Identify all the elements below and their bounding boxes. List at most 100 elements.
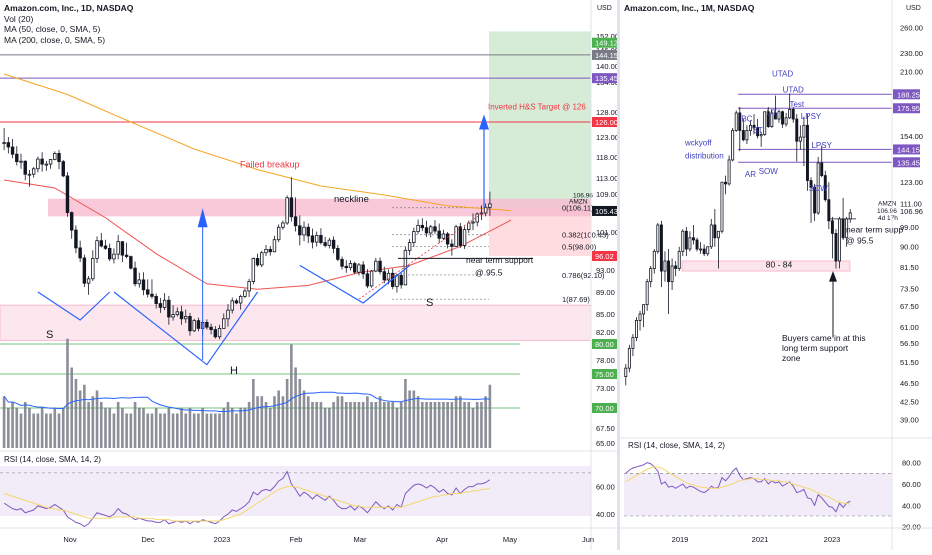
candle-body bbox=[234, 300, 239, 304]
monthly-candle-body bbox=[656, 224, 660, 252]
monthly-chart-pane[interactable]: 80 - 84 Buyers came in at this long term s… bbox=[620, 0, 932, 550]
daily-chart-pane[interactable]: 0(106.11) 0.382(100.43) 0.5(98.00) 0.786(92… bbox=[0, 0, 619, 550]
monthly-candle-body bbox=[699, 248, 703, 251]
monthly-candle-body bbox=[638, 313, 642, 321]
candle-body bbox=[137, 279, 141, 285]
candle-body bbox=[48, 159, 53, 165]
monthly-candle-body bbox=[763, 111, 767, 135]
price-tick: 118.00 bbox=[596, 153, 617, 162]
volume-bar bbox=[353, 402, 357, 448]
candle-body bbox=[133, 267, 137, 285]
wyckoff-event-label: SOW bbox=[809, 184, 829, 193]
candle-body bbox=[467, 222, 471, 231]
volume-bar bbox=[104, 407, 107, 448]
volume-bar bbox=[142, 407, 145, 448]
volume-bar bbox=[366, 396, 369, 448]
volume-bar bbox=[99, 402, 103, 448]
candle-body bbox=[361, 264, 365, 275]
candle-body bbox=[10, 146, 15, 155]
volume-bar bbox=[171, 413, 175, 448]
candle-body bbox=[399, 275, 403, 286]
candle-body bbox=[196, 320, 201, 329]
volume-bar bbox=[311, 402, 314, 448]
monthly-price-tick: 154.00 bbox=[900, 132, 923, 141]
candle-body bbox=[268, 248, 272, 253]
volume-bar bbox=[340, 396, 344, 448]
volume-bar bbox=[218, 413, 221, 448]
candle-body bbox=[276, 226, 281, 241]
monthly-candle-body bbox=[784, 117, 788, 125]
daily-legend-vol: Vol (20) bbox=[4, 13, 34, 24]
volume-bar bbox=[36, 413, 40, 448]
volume-bar bbox=[163, 413, 166, 448]
monthly-candle-body bbox=[670, 265, 674, 283]
usd-label: USD bbox=[597, 5, 612, 12]
volume-bar bbox=[222, 407, 226, 448]
volume-bar bbox=[28, 407, 31, 448]
monthly-price-tick: 46.50 bbox=[900, 379, 919, 388]
neckline-zone bbox=[48, 198, 591, 217]
candle-body bbox=[40, 158, 44, 165]
candle-body bbox=[293, 216, 298, 227]
buyers-label: long term support bbox=[782, 343, 849, 353]
price-tick: 82.00 bbox=[596, 328, 615, 337]
volume-bar bbox=[57, 413, 61, 448]
candle-body bbox=[31, 168, 36, 175]
candle-body bbox=[378, 260, 382, 273]
volume-bar bbox=[463, 402, 466, 448]
volume-bar bbox=[180, 407, 183, 448]
candle-body bbox=[44, 163, 49, 166]
volume-bar bbox=[387, 402, 390, 448]
wyckoff-event-label: LPSY bbox=[801, 112, 822, 121]
monthly-price-tick: 106.96 bbox=[900, 207, 923, 216]
monthly-candle-body bbox=[663, 260, 667, 272]
monthly-candle-body bbox=[634, 320, 638, 338]
ma50-line bbox=[4, 179, 512, 290]
monthly-rsi-legend: RSI (14, close, SMA, 14, 2) bbox=[628, 441, 725, 450]
candle-body bbox=[450, 243, 454, 247]
volume-bar bbox=[446, 402, 449, 448]
monthly-candle-body bbox=[766, 111, 770, 127]
daily-chart-svg[interactable]: 0(106.11) 0.382(100.43) 0.5(98.00) 0.786(92… bbox=[0, 0, 619, 550]
monthly-candle-body bbox=[716, 230, 720, 239]
volume-bar bbox=[290, 344, 293, 448]
candle-body bbox=[19, 160, 23, 163]
candle-body bbox=[6, 142, 11, 148]
volume-bar bbox=[454, 396, 458, 448]
failed-breakup-label: Failed breakup bbox=[240, 160, 300, 170]
monthly-legend: Amazon.com, Inc., 1M, NASDAQ bbox=[624, 3, 754, 14]
volume-bar bbox=[277, 390, 280, 448]
volume-bar bbox=[40, 407, 44, 448]
rsi-band bbox=[0, 466, 591, 516]
near-support-label-2: @ 95.5 bbox=[475, 268, 503, 278]
price-small-label: 106.96 bbox=[573, 192, 593, 199]
monthly-price-tag-label: 135.45 bbox=[897, 158, 920, 167]
price-tick: 101.00 bbox=[596, 228, 617, 237]
candle-body bbox=[247, 281, 251, 292]
candle-body bbox=[264, 248, 268, 254]
candle-body bbox=[116, 241, 120, 255]
head-v bbox=[113, 291, 259, 366]
monthly-candle-body bbox=[709, 224, 713, 248]
candle-body bbox=[95, 240, 99, 259]
candle-body bbox=[429, 226, 433, 234]
price-tag-bg bbox=[592, 403, 617, 413]
volume-bar bbox=[450, 402, 454, 448]
candle-body bbox=[412, 231, 416, 244]
volume-bar bbox=[471, 407, 475, 448]
daily-legend-ma200: MA (200, close, 0, SMA, 5) bbox=[4, 34, 106, 45]
candle-body bbox=[209, 326, 213, 331]
ticker-label: AMZN bbox=[569, 199, 588, 206]
volume-bar bbox=[150, 413, 154, 448]
price-tag-bg bbox=[592, 369, 617, 379]
x-tick: Jun bbox=[582, 535, 594, 544]
monthly-rsi-signal-line bbox=[625, 466, 851, 505]
volume-bar bbox=[404, 379, 407, 448]
candle-body bbox=[217, 327, 222, 338]
pane-divider[interactable] bbox=[617, 0, 620, 550]
candle-body bbox=[61, 161, 65, 177]
candle-body bbox=[120, 241, 125, 256]
volume-bar bbox=[429, 402, 433, 448]
monthly-candle-body bbox=[848, 212, 852, 220]
